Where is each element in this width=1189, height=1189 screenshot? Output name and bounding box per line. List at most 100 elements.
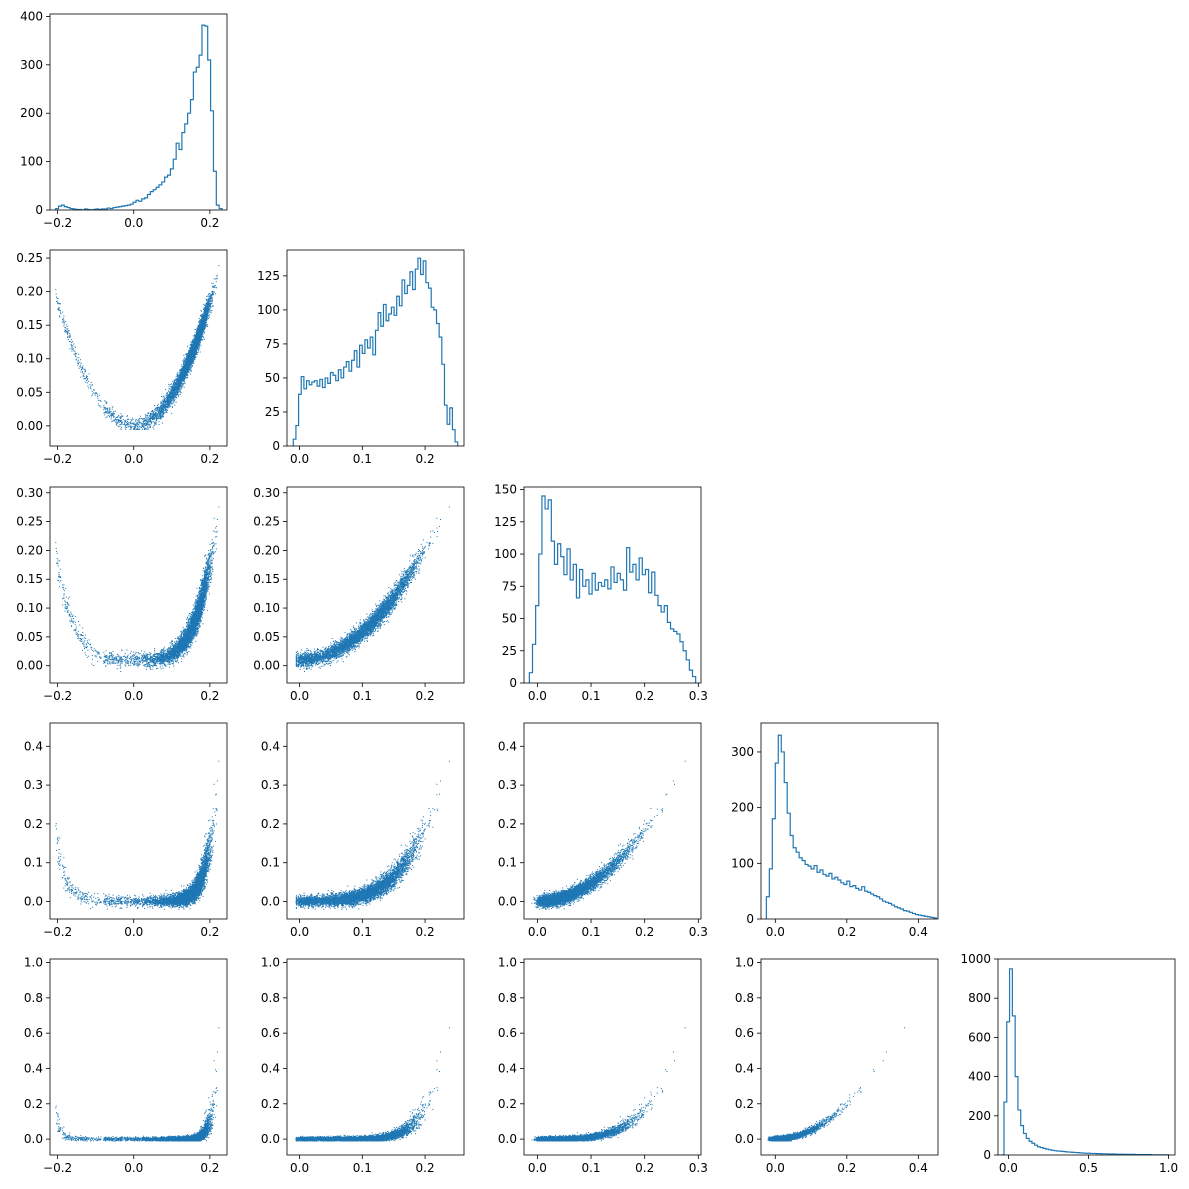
scatter-point [175, 378, 177, 380]
x-tick-label: 1.0 [1159, 1161, 1178, 1175]
scatter-point [152, 413, 154, 415]
scatter-point [186, 376, 188, 378]
scatter-point [169, 403, 171, 405]
scatter-point [147, 412, 149, 414]
scatter-point [177, 396, 179, 398]
scatter-point [89, 387, 91, 389]
scatter-point [174, 383, 175, 385]
scatter-point [183, 379, 185, 381]
scatter-point [191, 358, 193, 360]
scatter-point [162, 414, 164, 416]
scatter-point [166, 412, 168, 414]
scatter-point [206, 312, 208, 314]
scatter-point [192, 338, 194, 340]
y-tick-label: 1000 [960, 952, 991, 966]
scatter-point [174, 380, 176, 382]
scatter-point [205, 323, 207, 325]
scatter-point [205, 309, 207, 311]
scatter-point [202, 335, 204, 337]
scatter-point [164, 405, 166, 407]
histogram-step-line [292, 257, 459, 446]
scatter-point [200, 324, 202, 326]
scatter-point [184, 360, 186, 362]
scatter-point [94, 393, 96, 395]
scatter-point [168, 402, 169, 404]
scatter-point [154, 424, 155, 426]
scatter-point [131, 423, 133, 425]
scatter-point [206, 310, 208, 312]
scatter-point [168, 404, 170, 406]
scatter-point [152, 426, 154, 428]
scatter-point [128, 422, 130, 424]
scatter-point [144, 425, 146, 427]
scatter-point [128, 426, 130, 428]
y-tick-label: 100 [257, 303, 280, 317]
scatter-point [203, 329, 205, 331]
scatter-point [214, 285, 216, 287]
scatter-point [204, 304, 206, 306]
scatter-point [120, 428, 122, 430]
scatter-point [84, 378, 85, 380]
scatter-point [197, 332, 199, 334]
scatter-point [167, 400, 169, 402]
scatter-point [205, 311, 207, 313]
scatter-point [179, 375, 181, 377]
scatter-point [121, 423, 123, 425]
scatter-point [211, 291, 213, 292]
scatter-point [180, 374, 182, 376]
scatter-point [160, 403, 162, 405]
scatter-point [215, 278, 217, 280]
scatter-point [193, 338, 195, 340]
scatter-point [183, 367, 185, 369]
scatter-point [186, 370, 188, 372]
scatter-point [158, 409, 160, 411]
scatter-point [176, 379, 178, 381]
scatter-point [207, 301, 209, 303]
scatter-point [80, 366, 82, 368]
scatter-point [181, 379, 183, 381]
scatter-point [165, 403, 167, 405]
scatter-point [188, 360, 190, 362]
scatter-point [80, 369, 82, 371]
scatter-point [78, 357, 80, 359]
scatter-point [69, 336, 71, 338]
scatter-point [90, 388, 92, 390]
scatter-point [146, 414, 148, 416]
x-tick-label: 0.1 [581, 689, 600, 703]
scatter-point [209, 305, 211, 307]
scatter-point [167, 397, 169, 399]
scatter-point [164, 406, 166, 408]
scatter-point [138, 420, 140, 422]
scatter-point [204, 306, 206, 307]
scatter-point [135, 420, 137, 422]
scatter-point [198, 317, 200, 319]
scatter-point [167, 407, 169, 409]
scatter-point [72, 348, 74, 350]
scatter-point [191, 347, 193, 349]
scatter-point [181, 380, 183, 382]
scatter-point [195, 348, 197, 350]
scatter-point [77, 359, 79, 361]
scatter-point [56, 301, 57, 302]
scatter-point [177, 379, 179, 381]
scatter-point [155, 416, 157, 418]
scatter-point [117, 416, 119, 418]
scatter-point [107, 414, 109, 416]
scatter-point [156, 415, 157, 417]
scatter-point [183, 386, 185, 388]
scatter-point [194, 352, 196, 354]
scatter-point [86, 380, 87, 381]
scatter-point [105, 411, 107, 413]
scatter-point [131, 420, 133, 422]
scatter-point [183, 354, 185, 356]
y-tick-label: 200 [20, 106, 43, 120]
scatter-point [200, 337, 202, 339]
scatter-point [178, 381, 180, 383]
scatter-point [115, 421, 117, 423]
scatter-point [113, 415, 115, 417]
scatter-point [171, 407, 173, 408]
plot-area [55, 265, 220, 430]
x-tick-label: 0.0 [999, 1161, 1018, 1175]
scatter-point [156, 410, 158, 412]
scatter-point [204, 338, 206, 340]
